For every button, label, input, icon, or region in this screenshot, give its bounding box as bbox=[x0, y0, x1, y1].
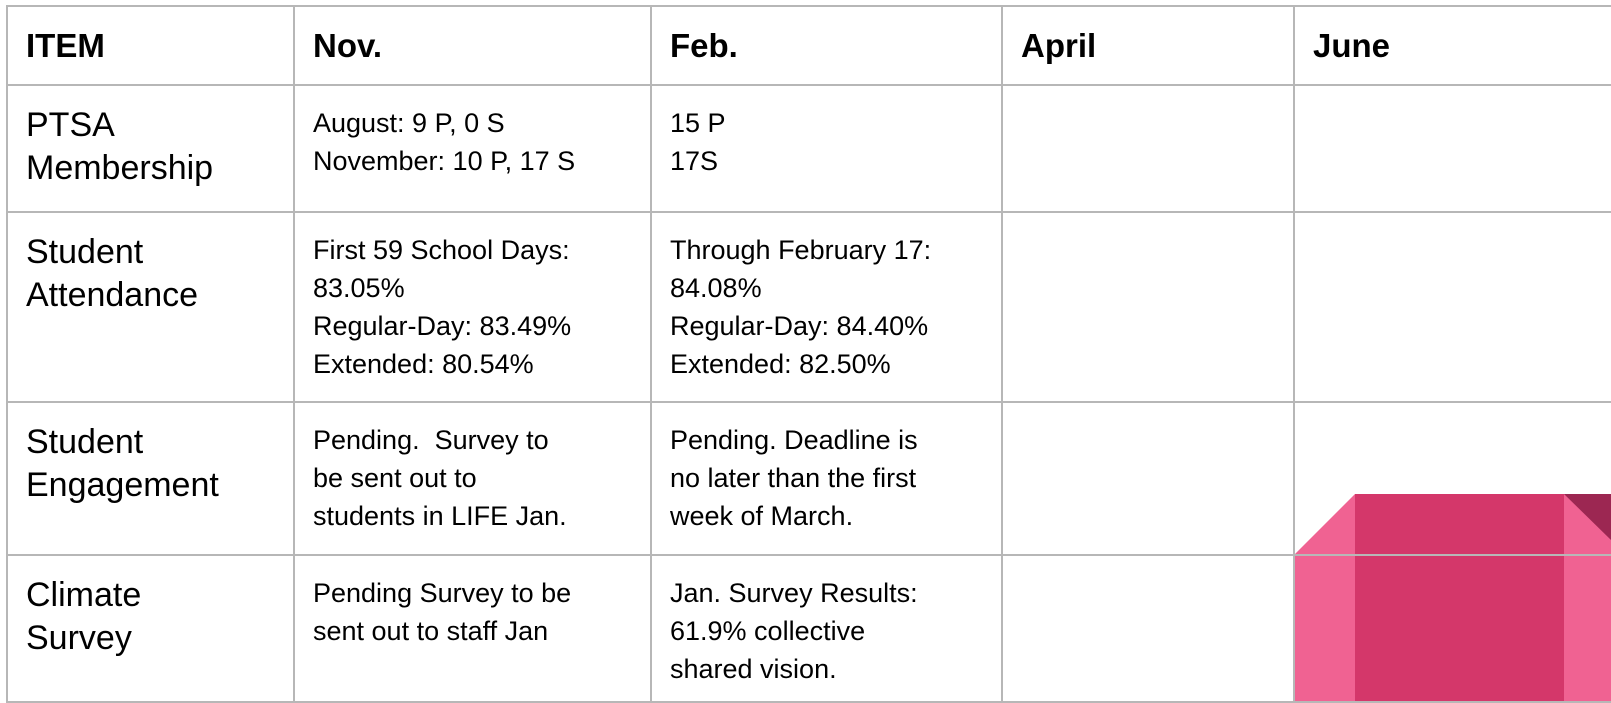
cell-line: 61.9% collective bbox=[670, 612, 983, 650]
header-cell: June bbox=[1294, 6, 1611, 85]
page: ITEMNov.Feb.AprilJune PTSAMembershipAugu… bbox=[0, 0, 1611, 703]
cell-line: Jan. Survey Results: bbox=[670, 574, 983, 612]
cell-line: Through February 17: bbox=[670, 231, 983, 269]
header-cell: Feb. bbox=[651, 6, 1002, 85]
item-line: Survey bbox=[26, 617, 275, 660]
item-line: Engagement bbox=[26, 464, 275, 507]
header-cell: Nov. bbox=[294, 6, 651, 85]
item-line: Attendance bbox=[26, 274, 275, 317]
item-line: Student bbox=[26, 231, 275, 274]
data-cell: First 59 School Days:83.05%Regular-Day: … bbox=[294, 212, 651, 402]
cell-line: Regular-Day: 83.49% bbox=[313, 307, 632, 345]
cell-line: First 59 School Days: bbox=[313, 231, 632, 269]
cell-line: Extended: 82.50% bbox=[670, 345, 983, 383]
item-line: Student bbox=[26, 421, 275, 464]
cell-line: 15 P bbox=[670, 104, 983, 142]
cell-line: Pending. Deadline is bbox=[670, 421, 983, 459]
item-line: PTSA bbox=[26, 104, 275, 147]
cell-line: shared vision. bbox=[670, 650, 983, 688]
header-cell: ITEM bbox=[7, 6, 294, 85]
cell-line: 17S bbox=[670, 142, 983, 180]
data-cell bbox=[1002, 402, 1294, 555]
data-cell: Through February 17:84.08%Regular-Day: 8… bbox=[651, 212, 1002, 402]
cell-line: week of March. bbox=[670, 497, 983, 535]
item-line: Membership bbox=[26, 147, 275, 190]
data-cell bbox=[1002, 212, 1294, 402]
cell-line: be sent out to bbox=[313, 459, 632, 497]
data-cell bbox=[1294, 212, 1611, 402]
data-cell bbox=[1294, 85, 1611, 212]
cell-line: Extended: 80.54% bbox=[313, 345, 632, 383]
item-line: Climate bbox=[26, 574, 275, 617]
cell-line: 84.08% bbox=[670, 269, 983, 307]
cell-line: August: 9 P, 0 S bbox=[313, 104, 632, 142]
cell-line: students in LIFE Jan. bbox=[313, 497, 632, 535]
cell-line: 83.05% bbox=[313, 269, 632, 307]
cell-line: Pending Survey to be bbox=[313, 574, 632, 612]
data-cell bbox=[1002, 85, 1294, 212]
data-cell bbox=[1294, 402, 1611, 555]
data-cell bbox=[1002, 555, 1294, 702]
header-cell: April bbox=[1002, 6, 1294, 85]
cell-line: sent out to staff Jan bbox=[313, 612, 632, 650]
cell-line: Regular-Day: 84.40% bbox=[670, 307, 983, 345]
cell-line: November: 10 P, 17 S bbox=[313, 142, 632, 180]
cell-line: no later than the first bbox=[670, 459, 983, 497]
cell-line: Pending. Survey to bbox=[313, 421, 632, 459]
data-cell bbox=[1294, 555, 1611, 702]
